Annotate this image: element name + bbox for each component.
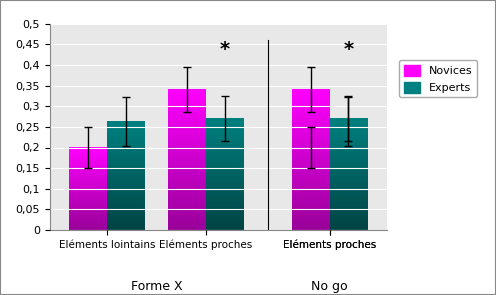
Text: *: * [343, 40, 353, 59]
Text: *: * [220, 40, 230, 59]
Text: Forme X: Forme X [130, 280, 182, 293]
Legend: Novices, Experts: Novices, Experts [399, 60, 477, 97]
Text: No go: No go [311, 280, 348, 293]
